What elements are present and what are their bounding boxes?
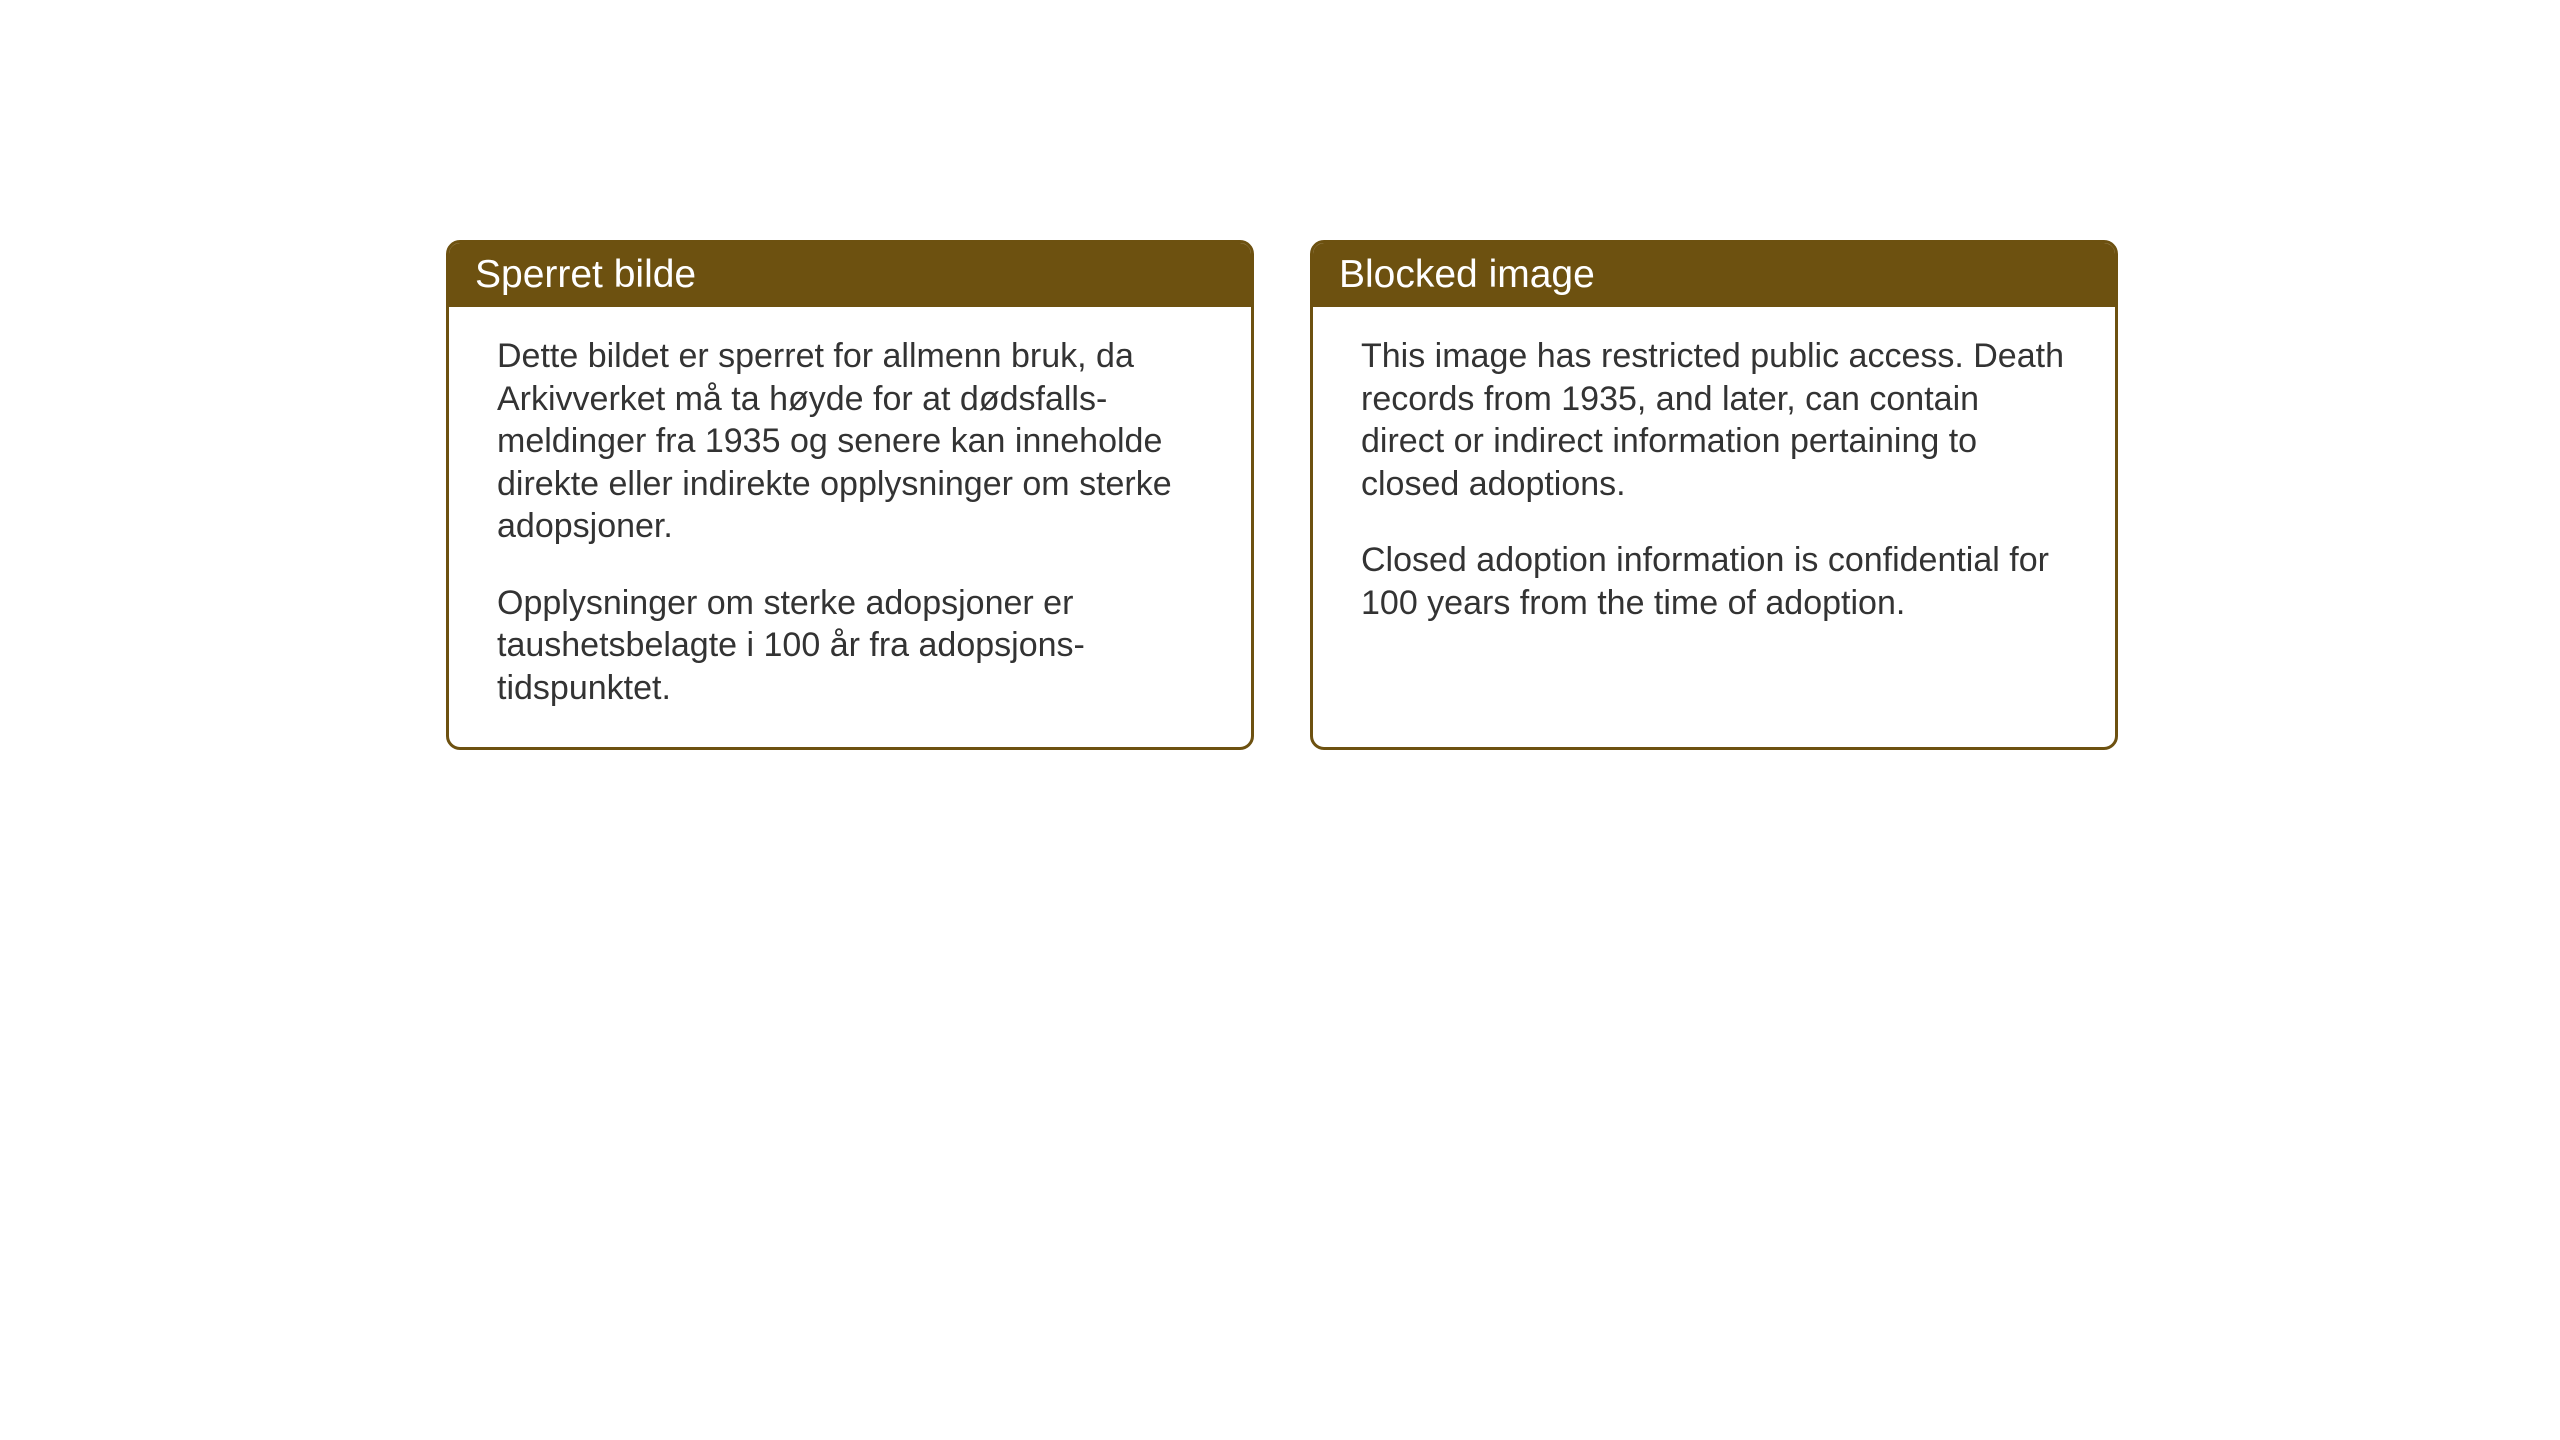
norwegian-paragraph-1: Dette bildet er sperret for allmenn bruk…	[497, 335, 1203, 548]
english-paragraph-1: This image has restricted public access.…	[1361, 335, 2067, 505]
notice-container: Sperret bilde Dette bildet er sperret fo…	[446, 240, 2118, 750]
norwegian-panel: Sperret bilde Dette bildet er sperret fo…	[446, 240, 1254, 750]
english-panel-body: This image has restricted public access.…	[1313, 307, 2115, 743]
english-paragraph-2: Closed adoption information is confident…	[1361, 539, 2067, 624]
norwegian-paragraph-2: Opplysninger om sterke adopsjoner er tau…	[497, 582, 1203, 710]
norwegian-panel-title: Sperret bilde	[449, 243, 1251, 307]
english-panel: Blocked image This image has restricted …	[1310, 240, 2118, 750]
norwegian-panel-body: Dette bildet er sperret for allmenn bruk…	[449, 307, 1251, 747]
english-panel-title: Blocked image	[1313, 243, 2115, 307]
